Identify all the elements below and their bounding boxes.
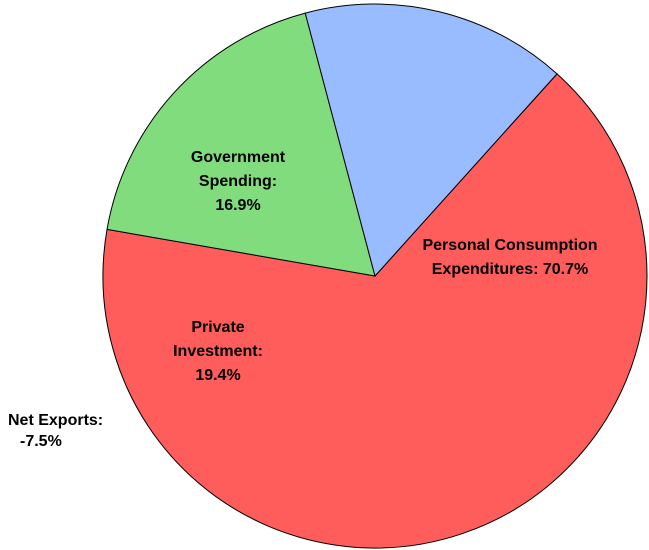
pie-labels: Personal Consumption Expenditures: 70.7% P…: [8, 149, 598, 450]
pie-slice-government-spending: [304, 3, 558, 278]
outside-label-net-exports: Net Exports: -7.5%: [8, 412, 103, 450]
pie-slice-personal-consumption-expenditures: [102, 73, 648, 549]
pie-slice-private-investment: [106, 12, 376, 277]
slice-label-personal-consumption-expenditures: Personal Consumption Expenditures: 70.7%: [422, 237, 597, 278]
pie-slices: [102, 3, 648, 549]
slice-label-government-spending: Government Spending: 16.9%: [191, 149, 286, 214]
slice-label-private-investment: Private Investment: 19.4%: [173, 319, 263, 384]
